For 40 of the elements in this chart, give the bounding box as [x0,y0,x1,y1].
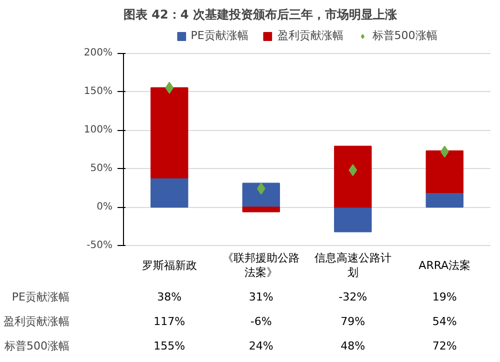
y-tick-label: 100% [84,124,113,136]
point [440,146,449,158]
data-label: 54% [432,315,457,328]
data-label: 155% [154,340,186,353]
text: PE贡献涨幅 [12,290,70,304]
bar [334,146,372,208]
legend-label: 盈利贡献涨幅 [277,28,344,43]
legend-label: 标普500涨幅 [372,28,438,43]
data-label: 117% [154,315,186,328]
point [348,164,358,176]
y-tick-label: -50% [86,240,113,252]
data-label: 79% [340,315,366,328]
bar [242,206,280,212]
y-tick-label: 200% [84,48,113,59]
data-label: 72% [432,340,457,353]
y-tick-label: 0% [96,202,113,213]
bar [242,182,280,208]
data-label: -6% [250,315,272,328]
y-tick-label: 50% [90,163,113,174]
bar [150,87,188,178]
bar [334,206,372,232]
x-tick-label: ARRA法案 [418,258,471,272]
data-label: 31% [248,290,274,304]
chart-title: 图表 42：4 次基建投资颁布后三年，市场明显上涨 [124,8,398,22]
x-tick-label: 《联邦援助公路法案》 [222,252,300,279]
point [165,82,174,94]
bar [150,177,188,208]
bar [426,150,464,193]
data-label: 19% [432,290,457,304]
data-label: 24% [248,340,274,353]
x-tick-label: 信息高速公路计划 [314,252,392,279]
data-label: 48% [340,340,366,353]
legend-label: PE贡献涨幅 [190,28,248,43]
y-tick-label: 150% [84,86,113,98]
text: 标普500涨幅 [4,340,70,353]
x-tick-label: 罗斯福新政 [142,258,197,272]
data-label: -32% [338,290,368,304]
bar [426,192,464,208]
text: 盈利贡献涨幅 [4,315,70,328]
data-label: 38% [157,290,182,304]
